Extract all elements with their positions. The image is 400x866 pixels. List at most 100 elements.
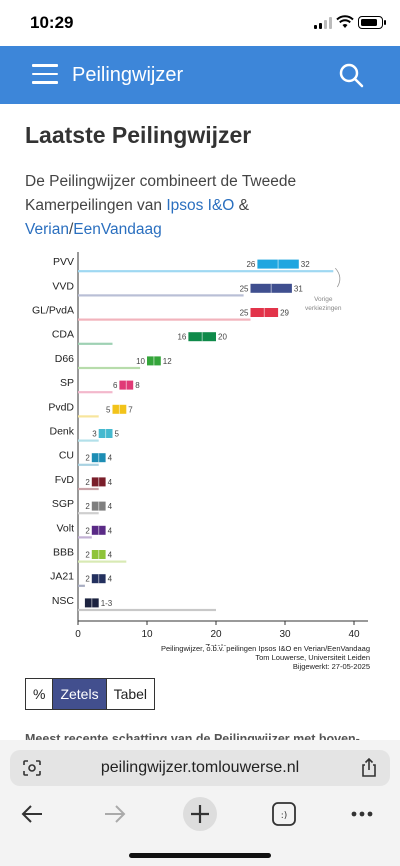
range-low-label: 2 [85, 502, 90, 511]
range-high-label: 4 [108, 502, 113, 511]
range-low-label: 2 [85, 575, 90, 584]
range-high-label: 4 [108, 526, 113, 535]
range-low-label: 25 [240, 284, 249, 293]
previous-election-bar [78, 318, 251, 321]
chart-source: Peilingwijzer, o.b.v. peilingen Ipsos I&… [161, 644, 370, 671]
status-time: 10:29 [30, 13, 74, 32]
previous-election-bar [78, 608, 216, 612]
previous-election-bar [78, 512, 99, 515]
forward-arrow-icon[interactable] [99, 796, 131, 832]
hamburger-menu-icon[interactable] [32, 64, 58, 86]
previous-election-bar [78, 584, 85, 587]
page-content: Laatste Peilingwijzer De Peilingwijzer c… [0, 104, 400, 740]
range-high-label: 1-3 [101, 599, 113, 608]
top-navbar: Peilingwijzer [0, 46, 400, 104]
more-options-icon[interactable] [350, 796, 374, 832]
intro-paragraph: De Peilingwijzer combineert de Tweede Ka… [25, 170, 385, 242]
previous-election-bar [78, 342, 113, 345]
x-tick-label: 20 [210, 629, 222, 640]
range-low-label: 10 [136, 357, 145, 366]
party-label: SP [60, 377, 74, 389]
range-high-label: 8 [135, 381, 140, 390]
range-high-label: 4 [108, 478, 113, 487]
previous-election-bar [78, 294, 244, 297]
range-high-label: 4 [108, 551, 113, 560]
range-high-label: 5 [115, 430, 120, 439]
range-high-label: 7 [128, 405, 133, 414]
link-verian[interactable]: Verian [25, 221, 69, 238]
party-label: PvdD [48, 401, 74, 413]
toggle-table-button[interactable]: Tabel [105, 679, 155, 709]
section-teaser: Meest recente schatting van de Peilingwi… [25, 732, 360, 740]
toggle-seats-button[interactable]: Zetels [52, 679, 106, 709]
link-eenvandaag[interactable]: EenVandaag [73, 221, 162, 238]
browser-bar: peilingwijzer.tomlouwerse.nl :) [0, 740, 400, 866]
range-low-label: 2 [85, 478, 90, 487]
intro-amp: & [234, 197, 250, 214]
tabs-icon[interactable]: :) [271, 796, 297, 832]
range-low-label: 6 [113, 381, 118, 390]
svg-text::): :) [281, 811, 288, 821]
party-label: D66 [55, 353, 74, 365]
previous-election-bar [78, 536, 92, 539]
party-label: NSC [52, 595, 75, 607]
browser-toolbar: :) [0, 796, 400, 840]
x-tick-label: 0 [75, 629, 81, 640]
range-high-label: 31 [294, 284, 303, 293]
range-high-label: 20 [218, 333, 227, 342]
range-low-label: 2 [85, 551, 90, 560]
range-high-label: 12 [163, 357, 172, 366]
cellular-signal-icon [314, 17, 332, 29]
view-toggle: % Zetels Tabel [25, 678, 156, 710]
x-tick-label: 30 [279, 629, 291, 640]
party-label: PVV [53, 256, 74, 268]
range-low-label: 5 [106, 405, 111, 414]
party-label: GL/PvdA [32, 305, 74, 317]
source-line-2: Tom Louwerse, Universiteit Leiden [255, 653, 370, 662]
site-title[interactable]: Peilingwijzer [72, 64, 184, 86]
home-indicator [129, 853, 271, 858]
party-label: JA21 [50, 571, 74, 583]
range-low-label: 3 [92, 430, 97, 439]
x-axis-title: Zetels [205, 643, 227, 646]
range-low-label: 16 [177, 333, 186, 342]
link-ipsos[interactable]: Ipsos I&O [166, 197, 235, 214]
party-label: Volt [56, 522, 74, 534]
url-text: peilingwijzer.tomlouwerse.nl [100, 759, 300, 776]
party-label: FvD [55, 474, 75, 486]
share-icon[interactable] [360, 758, 378, 778]
intro-text: De Peilingwijzer combineert de Tweede Ka… [25, 173, 297, 214]
party-label: CU [59, 450, 74, 462]
previous-election-bar [78, 415, 99, 418]
search-icon[interactable] [338, 62, 364, 88]
intro-slash: / [68, 221, 74, 238]
previous-election-bar [78, 366, 141, 370]
new-tab-plus-icon[interactable] [182, 796, 218, 832]
party-label: BBB [53, 547, 74, 559]
range-high-label: 4 [108, 575, 113, 584]
range-low-label: 26 [246, 260, 255, 269]
previous-election-bar [78, 270, 334, 273]
back-arrow-icon[interactable] [16, 796, 48, 832]
x-tick-label: 40 [348, 629, 360, 640]
toggle-percent-button[interactable]: % [26, 679, 53, 709]
seat-chart: 010203040ZetelsPVV2632VVD2531GL/PvdA2529… [32, 252, 368, 646]
page-settings-icon[interactable] [22, 759, 42, 777]
wifi-icon [336, 15, 354, 28]
party-label: VVD [52, 280, 74, 292]
annotation-label: Vorige [314, 296, 333, 303]
range-high-label: 29 [280, 309, 289, 318]
party-label: Denk [49, 426, 74, 438]
range-high-label: 4 [108, 454, 113, 463]
address-bar[interactable]: peilingwijzer.tomlouwerse.nl [10, 750, 390, 786]
x-tick-label: 10 [141, 629, 153, 640]
source-line-1: Peilingwijzer, o.b.v. peilingen Ipsos I&… [160, 644, 370, 653]
annotation-label: verkiezingen [305, 305, 342, 312]
status-bar: 10:29 [0, 0, 400, 46]
annotation-arrow [335, 267, 341, 288]
previous-election-bar [78, 560, 127, 563]
battery-icon [358, 16, 386, 29]
previous-election-bar [78, 487, 99, 491]
source-line-3: Bijgewerkt: 27-05-2025 [292, 662, 370, 671]
range-low-label: 2 [85, 526, 90, 535]
